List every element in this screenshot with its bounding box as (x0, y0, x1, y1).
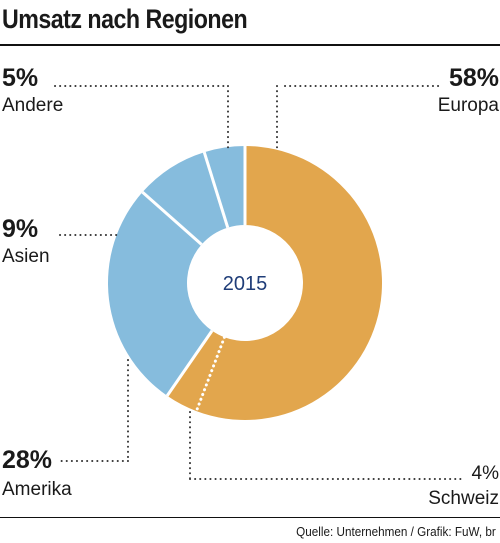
slice-schweiz (167, 330, 225, 412)
name-label-europa: Europa (438, 95, 500, 116)
leader-amerika (57, 359, 129, 462)
slice-asien (142, 152, 228, 245)
pct-label-schweiz: 4% (472, 463, 500, 484)
pct-label-asien: 9% (2, 215, 38, 243)
footer-divider (0, 517, 500, 518)
leader-lines (54, 85, 466, 480)
slice-amerika (107, 192, 213, 396)
chart-title: Umsatz nach Regionen (2, 4, 248, 34)
divider-dotted (194, 335, 226, 413)
pct-label-europa: 58% (449, 64, 499, 92)
slice-andere (204, 146, 245, 228)
pct-label-amerika: 28% (2, 446, 52, 474)
title-divider (0, 44, 500, 46)
slice-europa (196, 146, 382, 421)
leader-schweiz (189, 411, 466, 480)
pct-label-andere: 5% (2, 64, 38, 92)
leader-europa (276, 85, 441, 149)
name-label-schweiz: Schweiz (428, 488, 499, 509)
slice-dividers (141, 146, 247, 413)
source-credit: Quelle: Unternehmen / Grafik: FuW, br (296, 524, 496, 539)
center-year-label: 2015 (223, 273, 268, 295)
divider (141, 191, 203, 246)
name-label-andere: Andere (2, 95, 63, 116)
donut-slices (107, 146, 382, 421)
name-label-amerika: Amerika (2, 479, 72, 500)
name-label-asien: Asien (2, 246, 50, 267)
divider (202, 151, 230, 229)
divider (165, 329, 214, 397)
slice-labels: 58% Europa 4% Schweiz 28% Amerika 9% Asien 5% And… (2, 64, 499, 509)
leader-andere (54, 85, 229, 149)
